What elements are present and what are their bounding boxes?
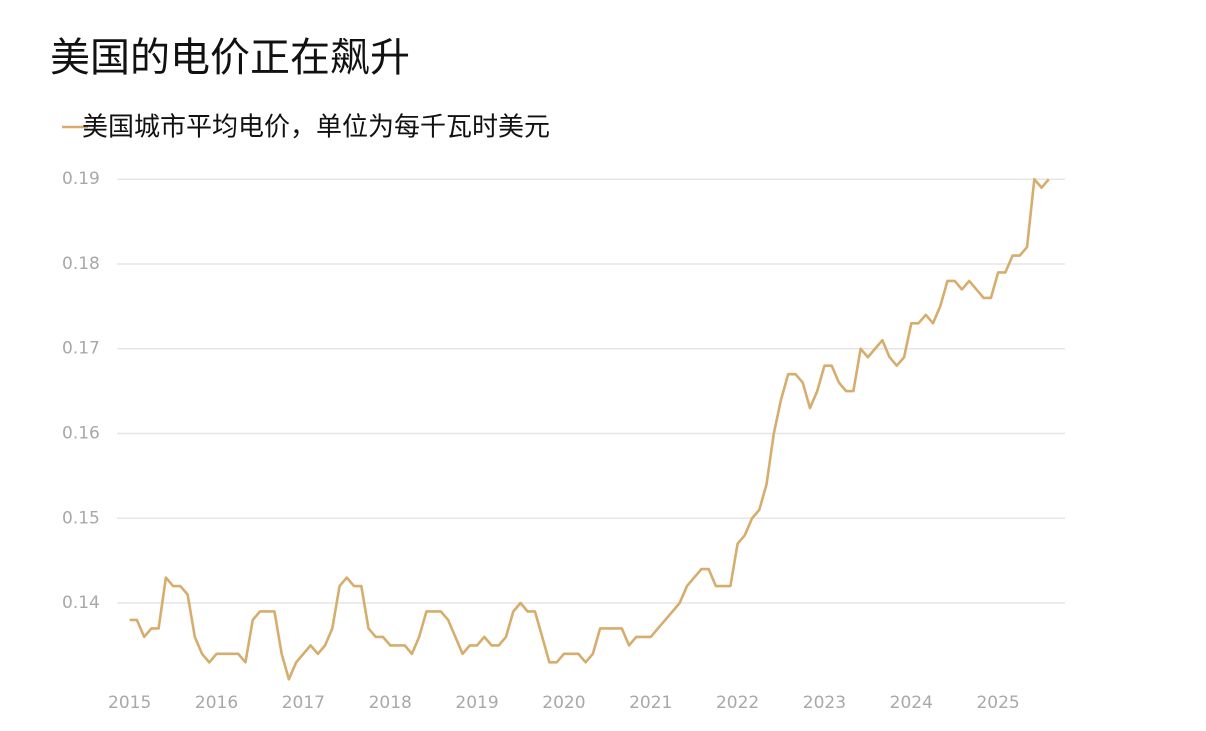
y-tick-label: 0.18 <box>62 254 100 274</box>
x-tick-label: 2022 <box>716 693 759 713</box>
x-tick-label: 2020 <box>542 693 585 713</box>
x-tick-label: 2018 <box>369 693 412 713</box>
x-tick-label: 2019 <box>455 693 498 713</box>
y-tick-label: 0.15 <box>62 508 100 528</box>
x-tick-label: 2017 <box>282 693 325 713</box>
chart-title: 美国的电价正在飙升 <box>50 35 410 81</box>
x-tick-label: 2021 <box>629 693 672 713</box>
x-tick-label: 2025 <box>976 693 1019 713</box>
x-tick-label: 2023 <box>803 693 846 713</box>
y-tick-label: 0.14 <box>62 593 100 613</box>
x-tick-label: 2024 <box>890 693 933 713</box>
y-tick-label: 0.17 <box>62 339 100 359</box>
data-line <box>129 177 1050 681</box>
x-tick-label: 2015 <box>108 693 151 713</box>
y-tick-label: 0.16 <box>62 424 100 444</box>
legend-label: 美国城市平均电价，单位为每千瓦时美元 <box>82 113 550 143</box>
y-tick-label: 0.19 <box>62 169 100 189</box>
x-tick-label: 2016 <box>195 693 238 713</box>
